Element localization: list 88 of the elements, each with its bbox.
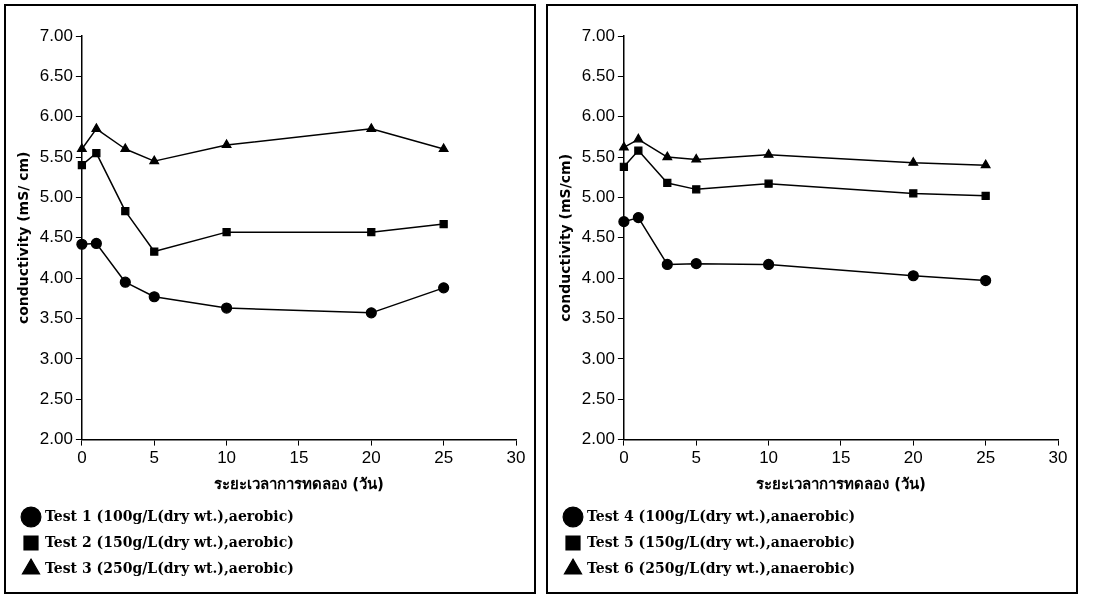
point <box>632 212 644 224</box>
point <box>909 189 918 198</box>
x-tick-label: 25 <box>434 448 454 468</box>
point <box>149 155 160 165</box>
point <box>662 151 673 161</box>
point <box>633 133 644 143</box>
point <box>661 258 673 271</box>
y-tick-label: 7.00 <box>39 25 73 45</box>
y-tick-label: 4.50 <box>581 227 615 247</box>
x-tick-label: 15 <box>289 448 309 468</box>
point <box>367 228 376 237</box>
point <box>148 291 160 303</box>
x-tick-label: 0 <box>77 448 87 468</box>
x-tick-label: 25 <box>976 448 996 468</box>
x-tick-label: 20 <box>361 448 381 468</box>
point <box>618 141 629 151</box>
point <box>618 216 630 228</box>
point <box>634 146 643 155</box>
point <box>663 178 672 188</box>
legend-label: Test 6 (250g/L(dry wt.),anaerobic) <box>587 559 856 576</box>
point <box>119 276 131 288</box>
legend-label: Test 1 (100g/L(dry wt.),aerobic) <box>45 507 294 524</box>
point <box>619 162 629 171</box>
y-tick-label: 6.00 <box>39 106 73 126</box>
y-tick-label: 5.50 <box>581 146 615 166</box>
point <box>907 270 919 282</box>
point <box>764 179 773 188</box>
y-tick-label: 2.50 <box>581 388 615 408</box>
x-axis-title: ระยะเวลาการทดลอง (วัน) <box>213 474 384 493</box>
point <box>92 148 101 158</box>
point <box>439 219 448 229</box>
point <box>77 161 87 170</box>
legend-label: Test 5 (150g/L(dry wt.),anaerobic) <box>587 533 856 550</box>
y-tick-label: 5.00 <box>39 187 73 207</box>
point <box>150 247 159 256</box>
x-tick-label: 5 <box>149 448 159 468</box>
y-tick-label: 6.00 <box>581 106 615 126</box>
y-axis-title: conductivity (mS/cm) <box>557 153 574 322</box>
point <box>691 153 702 163</box>
x-tick-label: 10 <box>217 448 237 468</box>
point <box>90 237 102 250</box>
y-tick-label: 2.00 <box>581 429 615 449</box>
x-axis-title: ระยะเวลาการทดลอง (วัน) <box>755 474 926 493</box>
y-tick-label: 5.00 <box>581 187 615 207</box>
x-tick-label: 20 <box>903 448 923 468</box>
y-tick-label: 3.50 <box>581 308 615 328</box>
x-tick-label: 30 <box>1048 448 1068 468</box>
point <box>121 207 130 216</box>
x-tick-label: 15 <box>831 448 851 468</box>
y-tick-label: 6.50 <box>581 66 615 86</box>
point <box>222 228 231 237</box>
point <box>980 274 992 287</box>
y-tick-label: 7.00 <box>581 25 615 45</box>
point <box>76 238 88 250</box>
point <box>692 185 701 194</box>
y-tick-label: 3.00 <box>581 348 615 368</box>
y-tick-label: 4.50 <box>39 227 73 247</box>
point <box>981 191 990 200</box>
point <box>762 258 775 271</box>
point <box>763 149 774 158</box>
y-tick-label: 3.50 <box>39 308 73 328</box>
legend-label: Test 3 (250g/L(dry wt.),aerobic) <box>45 559 294 576</box>
y-tick-label: 5.50 <box>39 146 73 166</box>
y-tick-label: 6.50 <box>39 66 73 86</box>
y-tick-label: 2.00 <box>39 429 73 449</box>
x-tick-label: 10 <box>759 448 779 468</box>
point <box>690 258 702 270</box>
x-tick-label: 0 <box>619 448 629 468</box>
x-tick-label: 30 <box>506 448 526 468</box>
y-tick-label: 4.00 <box>581 267 615 287</box>
point <box>980 159 991 169</box>
point <box>438 143 449 153</box>
y-tick-label: 2.50 <box>39 388 73 408</box>
point <box>908 157 919 166</box>
point <box>91 123 102 132</box>
point <box>366 123 377 132</box>
legend-label: Test 4 (100g/L(dry wt.),anaerobic) <box>587 507 856 524</box>
point <box>220 302 233 314</box>
point <box>365 307 377 319</box>
x-tick-label: 5 <box>691 448 701 468</box>
point <box>438 282 450 294</box>
y-tick-label: 4.00 <box>39 267 73 287</box>
y-axis-title: conductivity (mS/ cm) <box>15 151 32 325</box>
legend-label: Test 2 (150g/L(dry wt.),aerobic) <box>45 533 294 550</box>
point <box>76 143 87 153</box>
point <box>120 143 131 153</box>
point <box>221 139 232 149</box>
y-tick-label: 3.00 <box>39 348 73 368</box>
